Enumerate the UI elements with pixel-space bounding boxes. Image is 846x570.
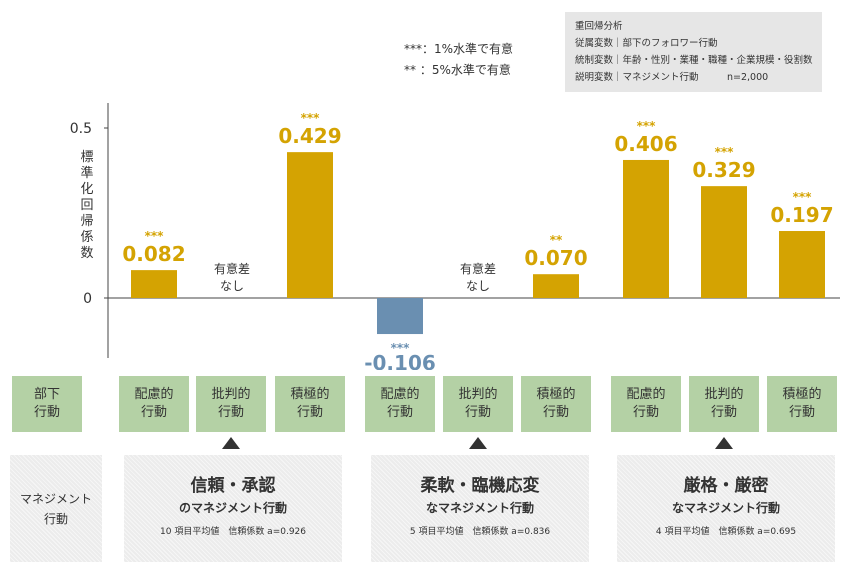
management-subtitle: なマネジメント行動 bbox=[425, 501, 534, 515]
bar bbox=[131, 270, 177, 298]
bar-value-label: 0.070 bbox=[524, 246, 587, 270]
triangle-up-icon bbox=[469, 437, 487, 449]
bar-value-label: 0.329 bbox=[692, 158, 755, 182]
no-significance-label: 有意差 bbox=[460, 261, 496, 276]
triangle-up-icon bbox=[715, 437, 733, 449]
behavior-box: 配慮的 行動 bbox=[119, 376, 189, 432]
bar-value-label: -0.106 bbox=[364, 351, 436, 370]
management-group-trust: 信頼・承認 のマネジメント行動 10 項目平均値 信頼係数 a=0.926 bbox=[124, 455, 342, 562]
bar bbox=[377, 298, 423, 335]
legend-1pct: ***：1%水準で有意 bbox=[404, 42, 514, 56]
behavior-box: 批判的 行動 bbox=[689, 376, 759, 432]
significance-stars: *** bbox=[637, 119, 657, 133]
significance-stars: *** bbox=[793, 190, 813, 204]
bar bbox=[779, 231, 825, 298]
behavior-box: 積極的 行動 bbox=[521, 376, 591, 432]
triangle-up-icon bbox=[222, 437, 240, 449]
no-significance-label: なし bbox=[220, 279, 244, 293]
management-title: 信頼・承認 bbox=[190, 476, 276, 496]
bar bbox=[533, 274, 579, 298]
bar-value-label: 0.197 bbox=[770, 203, 833, 227]
behavior-box: 積極的 行動 bbox=[767, 376, 837, 432]
management-group-strict: 厳格・厳密 なマネジメント行動 4 項目平均値 信頼係数 a=0.695 bbox=[617, 455, 835, 562]
management-title: 厳格・厳密 bbox=[683, 476, 769, 496]
bar-value-label: 0.406 bbox=[614, 132, 677, 156]
bar-value-label: 0.429 bbox=[278, 124, 341, 148]
info-dependent: 従属変数｜部下のフォロワー行動 bbox=[575, 38, 718, 49]
significance-stars: *** bbox=[715, 145, 735, 159]
behavior-box: 積極的 行動 bbox=[275, 376, 345, 432]
behavior-header: 部下 行動 bbox=[12, 376, 82, 432]
legend-5pct: ** ：5%水準で有意 bbox=[404, 63, 511, 77]
no-significance-label: なし bbox=[466, 279, 490, 293]
management-note: 10 項目平均値 信頼係数 a=0.926 bbox=[160, 527, 306, 537]
regression-info-box: 重回帰分析 従属変数｜部下のフォロワー行動 統制変数｜年齢・性別・業種・職種・企… bbox=[565, 12, 822, 92]
significance-stars: *** bbox=[145, 229, 165, 243]
bar-chart: 00.5***0.082有意差なし***0.429***-0.106有意差なし*… bbox=[70, 103, 840, 370]
bar bbox=[701, 186, 747, 298]
behavior-box: 批判的 行動 bbox=[443, 376, 513, 432]
management-title: 柔軟・臨機応変 bbox=[420, 476, 540, 496]
y-tick-label: 0 bbox=[83, 291, 92, 307]
management-subtitle: のマネジメント行動 bbox=[178, 501, 287, 515]
management-group-flexible: 柔軟・臨機応変 なマネジメント行動 5 項目平均値 信頼係数 a=0.836 bbox=[371, 455, 589, 562]
bar bbox=[623, 159, 669, 298]
significance-stars: ** bbox=[550, 233, 563, 247]
bar-value-label: 0.082 bbox=[122, 242, 185, 266]
info-title: 重回帰分析 bbox=[575, 21, 623, 32]
significance-stars: *** bbox=[391, 341, 411, 355]
behavior-box: 配慮的 行動 bbox=[611, 376, 681, 432]
management-note: 4 項目平均値 信頼係数 a=0.695 bbox=[655, 527, 797, 537]
y-tick-label: 0.5 bbox=[70, 121, 92, 137]
behavior-box: 配慮的 行動 bbox=[365, 376, 435, 432]
significance-stars: *** bbox=[301, 111, 321, 125]
bar bbox=[287, 152, 333, 298]
y-axis-label: 標準化回帰係数 bbox=[80, 150, 94, 261]
behavior-box: 批判的 行動 bbox=[196, 376, 266, 432]
info-explanatory: 説明変数｜マネジメント行動 n=2,000 bbox=[575, 72, 769, 83]
management-header: マネジメント 行動 bbox=[10, 455, 102, 562]
management-note: 5 項目平均値 信頼係数 a=0.836 bbox=[409, 527, 551, 537]
info-control: 統制変数｜年齢・性別・業種・職種・企業規模・役割数 bbox=[575, 55, 813, 66]
management-subtitle: なマネジメント行動 bbox=[671, 501, 780, 515]
no-significance-label: 有意差 bbox=[214, 261, 250, 276]
